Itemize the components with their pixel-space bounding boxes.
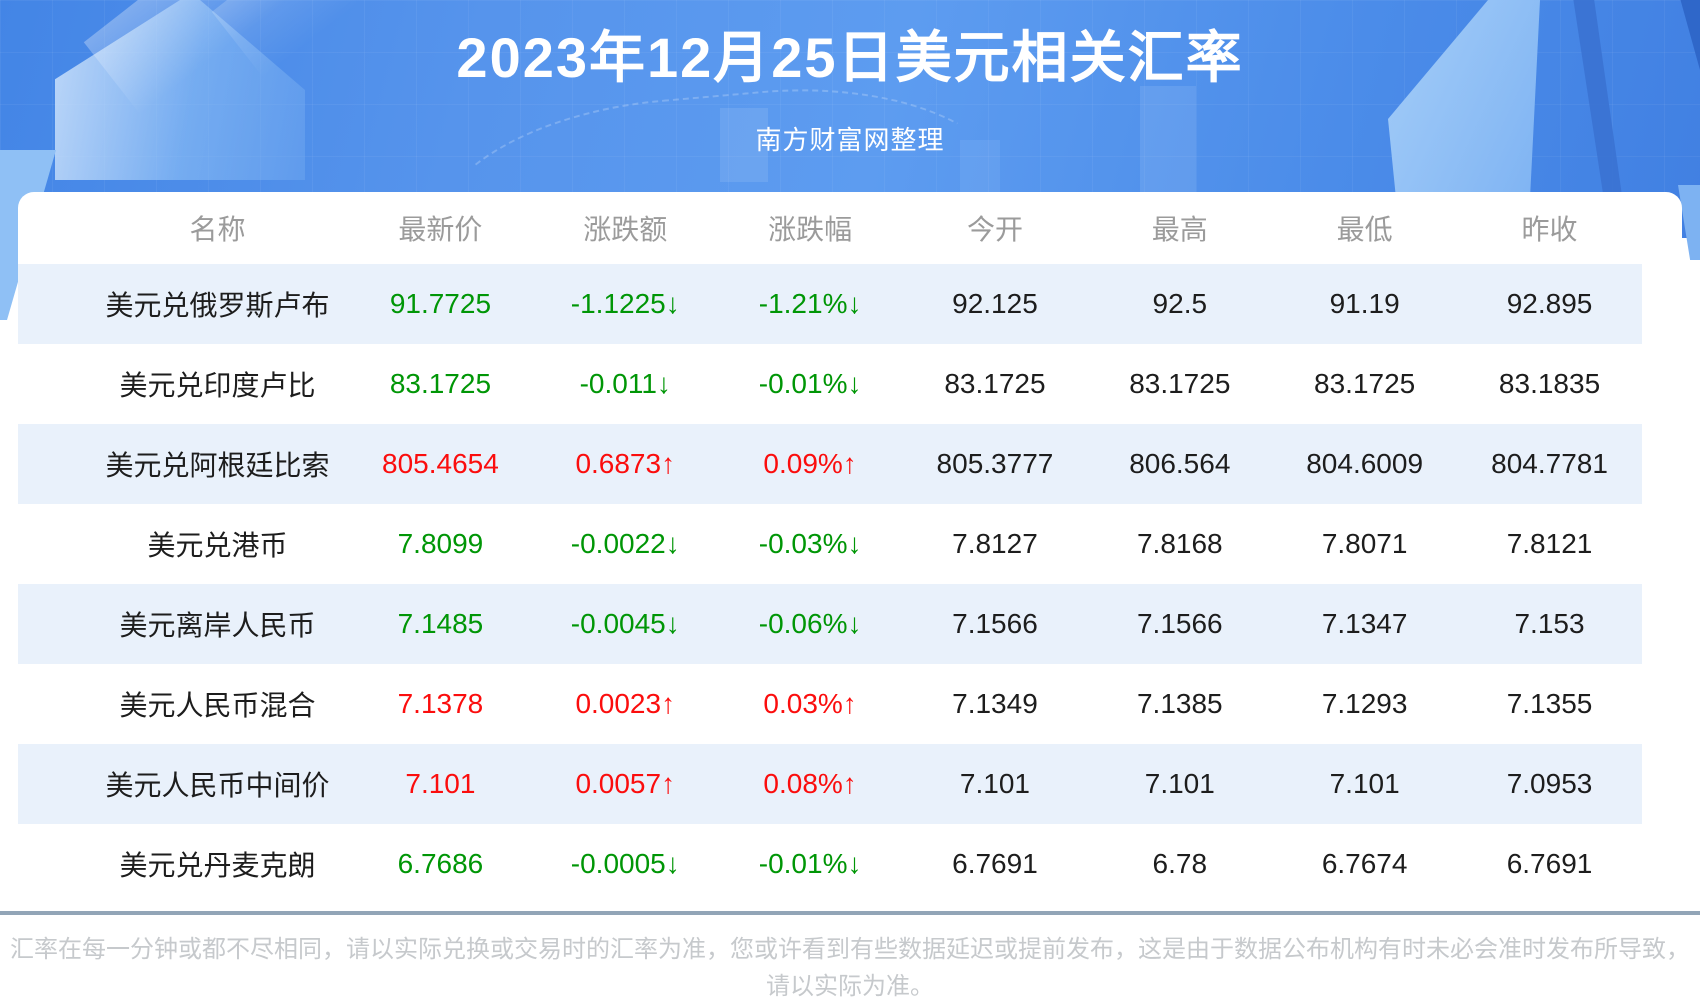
cell-latest: 7.101	[405, 768, 476, 799]
cell-prev_close: 7.0953	[1506, 768, 1593, 799]
cell-high: 92.5	[1152, 288, 1208, 319]
cell-low: 83.1725	[1314, 368, 1416, 399]
cell-change: 0.6873↑	[575, 448, 676, 479]
cell-open: 7.8127	[952, 528, 1038, 559]
header-art-candlestick	[720, 108, 768, 182]
cell-change: -1.1225↓	[570, 288, 680, 319]
footer-disclaimer: 汇率在每一分钟或都不尽相同，请以实际兑换或交易时的汇率为准，您或许看到有些数据延…	[0, 931, 1700, 1005]
cell-change_pct: -0.01%↓	[758, 368, 862, 399]
column-header-2: 涨跌额	[583, 214, 668, 245]
cell-open: 7.1349	[952, 688, 1038, 719]
cell-open: 83.1725	[944, 368, 1046, 399]
cell-change_pct: -0.01%↓	[758, 848, 862, 879]
cell-change_pct: 0.03%↑	[763, 688, 857, 719]
cell-change_pct: 0.09%↑	[763, 448, 857, 479]
page-title: 2023年12月25日美元相关汇率	[456, 26, 1244, 89]
cell-high: 7.1385	[1136, 688, 1223, 719]
table-row: 美元兑港币 7.8099 -0.0022↓ -0.03%↓ 7.8127 7.8168 7.…	[18, 504, 1642, 584]
footer-disclaimer-line1: 汇率在每一分钟或都不尽相同，请以实际兑换或交易时的汇率为准，您或许看到有些数据延…	[10, 936, 1690, 963]
cell-open: 805.3777	[936, 448, 1054, 479]
cell-high: 6.78	[1152, 848, 1208, 879]
header-art-candlestick	[1140, 86, 1196, 194]
column-header-7: 昨收	[1521, 214, 1578, 245]
cell-latest: 91.7725	[389, 288, 492, 319]
cell-high: 83.1725	[1129, 368, 1231, 399]
cell-name: 美元人民币混合	[119, 690, 316, 721]
rates-table-head-row: 名称 最新价 涨跌额 涨跌幅 今开 最高 最低 昨收	[18, 192, 1642, 264]
cell-change: 0.0023↑	[575, 688, 676, 719]
cell-open: 7.1566	[952, 608, 1038, 639]
cell-latest: 7.8099	[397, 528, 484, 559]
cell-change_pct: -1.21%↓	[758, 288, 862, 319]
table-row: 美元兑丹麦克朗 6.7686 -0.0005↓ -0.01%↓ 6.7691 6.78 6.…	[18, 824, 1642, 904]
cell-low: 91.19	[1329, 288, 1400, 319]
column-header-3: 涨跌幅	[768, 214, 853, 245]
cell-prev_close: 7.1355	[1506, 688, 1593, 719]
cell-change: -0.011↓	[579, 368, 671, 399]
cell-latest: 83.1725	[389, 368, 492, 399]
cell-change_pct: -0.03%↓	[758, 528, 862, 559]
cell-low: 7.8071	[1321, 528, 1408, 559]
cell-high: 806.564	[1129, 448, 1231, 479]
footer-divider	[0, 911, 1700, 915]
cell-name: 美元兑丹麦克朗	[119, 850, 316, 881]
cell-high: 7.8168	[1136, 528, 1223, 559]
column-header-4: 今开	[966, 214, 1023, 245]
cell-low: 7.1347	[1321, 608, 1408, 639]
cell-low: 7.101	[1329, 768, 1400, 799]
cell-prev_close: 6.7691	[1506, 848, 1593, 879]
rates-table-body: 美元兑俄罗斯卢布 91.7725 -1.1225↓ -1.21%↓ 92.125 92.5…	[18, 264, 1642, 904]
rates-table-card: 名称 最新价 涨跌额 涨跌幅 今开 最高 最低 昨收 美元兑俄罗斯卢布 91.7725 -1.12…	[18, 192, 1682, 904]
cell-change: -0.0022↓	[570, 528, 680, 559]
header-art-candlestick	[960, 140, 1000, 200]
cell-change: -0.0045↓	[570, 608, 680, 639]
cell-low: 7.1293	[1321, 688, 1408, 719]
cell-high: 7.1566	[1136, 608, 1223, 639]
cell-name: 美元兑印度卢比	[119, 370, 316, 401]
cell-latest: 7.1485	[397, 608, 484, 639]
cell-open: 7.101	[959, 768, 1030, 799]
cell-prev_close: 7.8121	[1506, 528, 1593, 559]
cell-prev_close: 83.1835	[1498, 368, 1601, 399]
cell-change: 0.0057↑	[575, 768, 676, 799]
column-header-1: 最新价	[398, 214, 483, 245]
footer-disclaimer-line2: 请以实际为准。	[766, 973, 934, 1000]
cell-open: 6.7691	[952, 848, 1038, 879]
cell-name: 美元兑港币	[147, 530, 288, 561]
table-row: 美元人民币中间价 7.101 0.0057↑ 0.08%↑ 7.101 7.101 7.10…	[18, 744, 1642, 824]
cell-open: 92.125	[952, 288, 1038, 319]
rates-table: 名称 最新价 涨跌额 涨跌幅 今开 最高 最低 昨收 美元兑俄罗斯卢布 91.7725 -1.12…	[18, 192, 1642, 904]
cell-change_pct: -0.06%↓	[758, 608, 862, 639]
table-row: 美元兑俄罗斯卢布 91.7725 -1.1225↓ -1.21%↓ 92.125 92.5…	[18, 264, 1642, 344]
cell-latest: 6.7686	[397, 848, 484, 879]
cell-name: 美元人民币中间价	[105, 770, 330, 801]
cell-latest: 7.1378	[397, 688, 484, 719]
column-header-0: 名称	[189, 214, 246, 245]
cell-name: 美元离岸人民币	[119, 610, 316, 641]
table-row: 美元离岸人民币 7.1485 -0.0045↓ -0.06%↓ 7.1566 7.1566…	[18, 584, 1642, 664]
cell-name: 美元兑阿根廷比索	[105, 450, 330, 481]
cell-name: 美元兑俄罗斯卢布	[105, 290, 330, 321]
cell-change: -0.0005↓	[570, 848, 680, 879]
cell-low: 6.7674	[1321, 848, 1408, 879]
table-row: 美元兑阿根廷比索 805.4654 0.6873↑ 0.09%↑ 805.3777 806…	[18, 424, 1642, 504]
column-header-6: 最低	[1336, 214, 1393, 245]
page-subtitle: 南方财富网整理	[755, 125, 945, 155]
cell-prev_close: 92.895	[1506, 288, 1593, 319]
cell-latest: 805.4654	[382, 448, 499, 479]
cell-change_pct: 0.08%↑	[763, 768, 857, 799]
table-row: 美元兑印度卢比 83.1725 -0.011↓ -0.01%↓ 83.1725 83.17…	[18, 344, 1642, 424]
cell-high: 7.101	[1144, 768, 1215, 799]
cell-low: 804.6009	[1306, 448, 1424, 479]
column-header-5: 最高	[1151, 214, 1208, 245]
table-row: 美元人民币混合 7.1378 0.0023↑ 0.03%↑ 7.1349 7.1385 7.…	[18, 664, 1642, 744]
cell-prev_close: 804.7781	[1491, 448, 1608, 479]
cell-prev_close: 7.153	[1514, 608, 1585, 639]
